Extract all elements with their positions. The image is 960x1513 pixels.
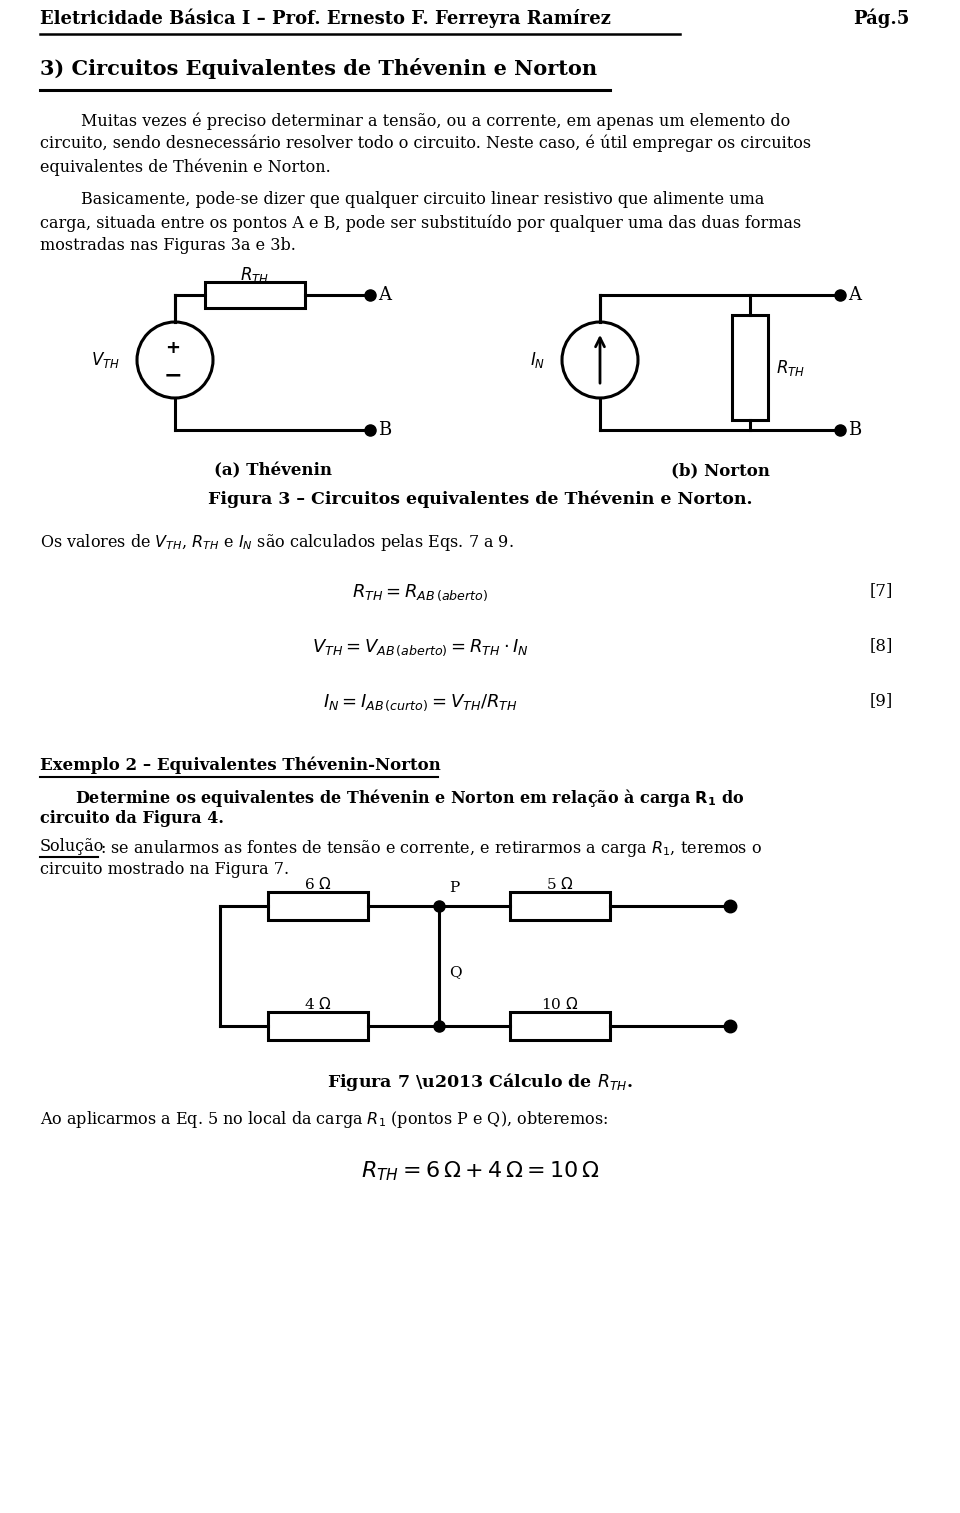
- Text: A: A: [848, 286, 861, 304]
- Text: $R_{TH}$: $R_{TH}$: [240, 265, 270, 284]
- Text: Determine os equivalentes de Thévenin e Norton em relação à carga $\mathbf{R_1}$: Determine os equivalentes de Thévenin e …: [75, 787, 744, 809]
- Text: $V_{TH} = V_{AB\,(aberto)} = R_{TH} \cdot I_N$: $V_{TH} = V_{AB\,(aberto)} = R_{TH} \cdo…: [312, 637, 528, 658]
- Text: 3) Circuitos Equivalentes de Thévenin e Norton: 3) Circuitos Equivalentes de Thévenin e …: [40, 57, 597, 79]
- Text: B: B: [848, 421, 861, 439]
- Bar: [732, 315, 768, 421]
- Text: Q: Q: [449, 965, 462, 979]
- Text: $R_{TH}$: $R_{TH}$: [776, 357, 805, 378]
- Text: 6 $\Omega$: 6 $\Omega$: [304, 876, 332, 893]
- Text: −: −: [164, 365, 182, 384]
- Text: circuito mostrado na Figura 7.: circuito mostrado na Figura 7.: [40, 861, 289, 878]
- Text: Figura 3 – Circuitos equivalentes de Thévenin e Norton.: Figura 3 – Circuitos equivalentes de Thé…: [207, 490, 753, 507]
- Text: Os valores de $V_{TH}$, $R_{TH}$ e $I_N$ são calculados pelas Eqs. 7 a 9.: Os valores de $V_{TH}$, $R_{TH}$ e $I_N$…: [40, 533, 514, 552]
- Bar: [205, 281, 305, 309]
- Text: (a) Thévenin: (a) Thévenin: [213, 461, 331, 480]
- Text: A: A: [378, 286, 391, 304]
- Text: $I_N$: $I_N$: [530, 350, 545, 371]
- Bar: [510, 1012, 610, 1039]
- Text: Solução: Solução: [40, 838, 105, 855]
- Bar: [268, 893, 368, 920]
- Text: circuito, sendo desnecessário resolver todo o circuito. Neste caso, é útil empre: circuito, sendo desnecessário resolver t…: [40, 135, 811, 153]
- Text: Muitas vezes é preciso determinar a tensão, ou a corrente, em apenas um elemento: Muitas vezes é preciso determinar a tens…: [40, 112, 790, 130]
- Text: Pág.5: Pág.5: [853, 8, 910, 27]
- Text: [7]: [7]: [870, 583, 894, 599]
- Text: 4 $\Omega$: 4 $\Omega$: [304, 996, 332, 1012]
- Text: circuito da Figura 4.: circuito da Figura 4.: [40, 809, 224, 828]
- Text: P: P: [449, 881, 459, 896]
- Text: [9]: [9]: [870, 691, 893, 710]
- Text: B: B: [378, 421, 392, 439]
- Bar: [510, 893, 610, 920]
- Text: Figura 7 \u2013 Cálculo de $R_{TH}$.: Figura 7 \u2013 Cálculo de $R_{TH}$.: [327, 1071, 633, 1092]
- Text: Eletricidade Básica I – Prof. Ernesto F. Ferreyra Ramírez: Eletricidade Básica I – Prof. Ernesto F.…: [40, 8, 611, 27]
- Text: +: +: [165, 339, 180, 357]
- Text: : se anularmos as fontes de tensão e corrente, e retirarmos a carga $R_1$, terem: : se anularmos as fontes de tensão e cor…: [100, 838, 762, 859]
- Text: mostradas nas Figuras 3a e 3b.: mostradas nas Figuras 3a e 3b.: [40, 238, 296, 254]
- Text: 10 $\Omega$: 10 $\Omega$: [541, 996, 579, 1012]
- Text: $R_{TH}  = 6\,\Omega + 4\,\Omega = 10\,\Omega$: $R_{TH} = 6\,\Omega + 4\,\Omega = 10\,\O…: [361, 1159, 599, 1183]
- Text: $R_{TH} = R_{AB\,(aberto)}$: $R_{TH} = R_{AB\,(aberto)}$: [352, 583, 488, 602]
- Text: $V_{TH}$: $V_{TH}$: [91, 350, 120, 371]
- Text: [8]: [8]: [870, 637, 894, 654]
- Text: Basicamente, pode-se dizer que qualquer circuito linear resistivo que alimente u: Basicamente, pode-se dizer que qualquer …: [40, 191, 764, 207]
- Text: Ao aplicarmos a Eq. 5 no local da carga $R_1$ (pontos P e Q), obteremos:: Ao aplicarmos a Eq. 5 no local da carga …: [40, 1109, 608, 1130]
- Text: $I_N = I_{AB\,(curto)} = V_{TH} / R_{TH}$: $I_N = I_{AB\,(curto)} = V_{TH} / R_{TH}…: [323, 691, 517, 713]
- Text: carga, situada entre os pontos A e B, pode ser substituído por qualquer uma das : carga, situada entre os pontos A e B, po…: [40, 213, 802, 231]
- Bar: [268, 1012, 368, 1039]
- Text: (b) Norton: (b) Norton: [671, 461, 769, 480]
- Text: 5 $\Omega$: 5 $\Omega$: [546, 876, 574, 893]
- Text: Exemplo 2 – Equivalentes Thévenin-Norton: Exemplo 2 – Equivalentes Thévenin-Norton: [40, 756, 441, 775]
- Text: equivalentes de Thévenin e Norton.: equivalentes de Thévenin e Norton.: [40, 157, 331, 176]
